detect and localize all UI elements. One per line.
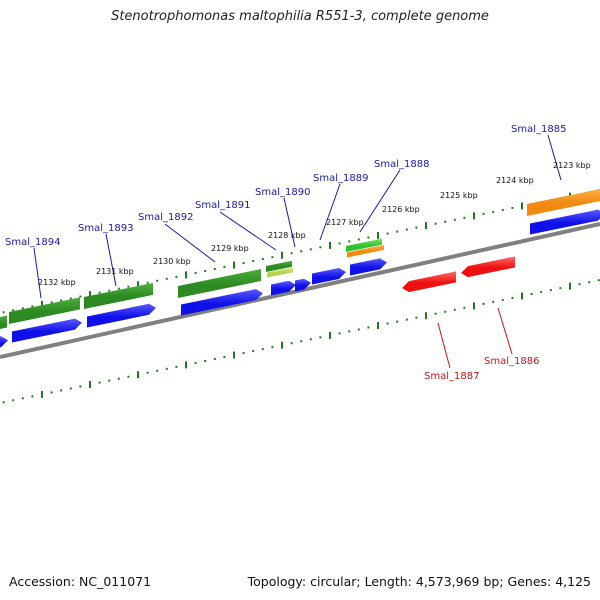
gene-label-reverse[interactable]: Smal_1887 <box>424 371 479 382</box>
features-layer <box>0 189 600 348</box>
forward-cds-arrow <box>530 209 600 235</box>
gene-label-forward[interactable]: Smal_1889 <box>313 173 368 184</box>
leader-line <box>283 197 296 248</box>
green-feature-bar <box>0 315 7 329</box>
orange-feature-bar <box>347 244 384 258</box>
scale-label: 2125 kbp <box>440 191 478 200</box>
green-feature-bar <box>9 297 80 324</box>
forward-cds-arrow <box>0 336 8 348</box>
scale-label: 2123 kbp <box>553 161 591 170</box>
scale-label: 2130 kbp <box>153 257 191 266</box>
scale-label: 2131 kbp <box>96 267 134 276</box>
gene-label-forward[interactable]: Smal_1890 <box>255 187 310 198</box>
scale-label: 2132 kbp <box>38 278 76 287</box>
gene-label-forward[interactable]: Smal_1888 <box>374 159 429 170</box>
green-feature-bar <box>266 260 292 272</box>
scale-label: 2127 kbp <box>326 218 364 227</box>
accession-text: Accession: NC_011071 <box>9 574 152 589</box>
forward-cds-arrow <box>312 268 346 285</box>
gene-label-forward[interactable]: Smal_1885 <box>511 124 566 135</box>
leader-line <box>105 233 117 287</box>
scale-label: 2126 kbp <box>382 205 420 214</box>
light-green-feature-bar <box>346 238 382 252</box>
yellow-green-feature-bar <box>267 267 293 278</box>
green-feature-bar <box>84 282 153 309</box>
leader-line <box>33 247 42 299</box>
gene-label-forward[interactable]: Smal_1893 <box>78 223 133 234</box>
leader-line <box>437 322 451 369</box>
leader-line <box>319 183 341 241</box>
reverse-cds-arrow <box>461 256 515 278</box>
forward-cds-arrow <box>271 280 296 296</box>
reverse-cds-arrow <box>402 271 456 293</box>
gene-label-forward[interactable]: Smal_1891 <box>195 200 250 211</box>
forward-cds-arrow <box>350 258 387 276</box>
gene-label-forward[interactable]: Smal_1894 <box>5 237 60 248</box>
gene-label-reverse[interactable]: Smal_1886 <box>484 356 539 367</box>
orange-feature-bar <box>527 189 600 216</box>
scale-label: 2124 kbp <box>496 176 534 185</box>
leader-line <box>164 223 216 263</box>
forward-cds-arrow <box>181 289 263 316</box>
gene-label-forward[interactable]: Smal_1892 <box>138 212 193 223</box>
leader-line <box>359 169 401 233</box>
forward-cds-arrow <box>87 303 156 328</box>
leader-line <box>497 307 513 355</box>
forward-cds-arrow <box>12 318 82 343</box>
scale-label: 2128 kbp <box>268 231 306 240</box>
leader-lines <box>33 134 562 369</box>
leader-line <box>219 211 277 251</box>
green-feature-bar <box>178 269 261 298</box>
scale-label: 2129 kbp <box>211 244 249 253</box>
leader-line <box>547 134 562 181</box>
labels-layer: 2123 kbp 2124 kbp 2125 kbp 2126 kbp 2127 kbp… <box>5 124 591 382</box>
forward-cds-arrow <box>295 278 311 292</box>
scale-ticks-bottom <box>2 279 600 404</box>
map-title: Stenotrophomonas maltophilia R551-3, com… <box>111 9 489 24</box>
topology-text: Topology: circular; Length: 4,573,969 bp… <box>247 574 591 589</box>
